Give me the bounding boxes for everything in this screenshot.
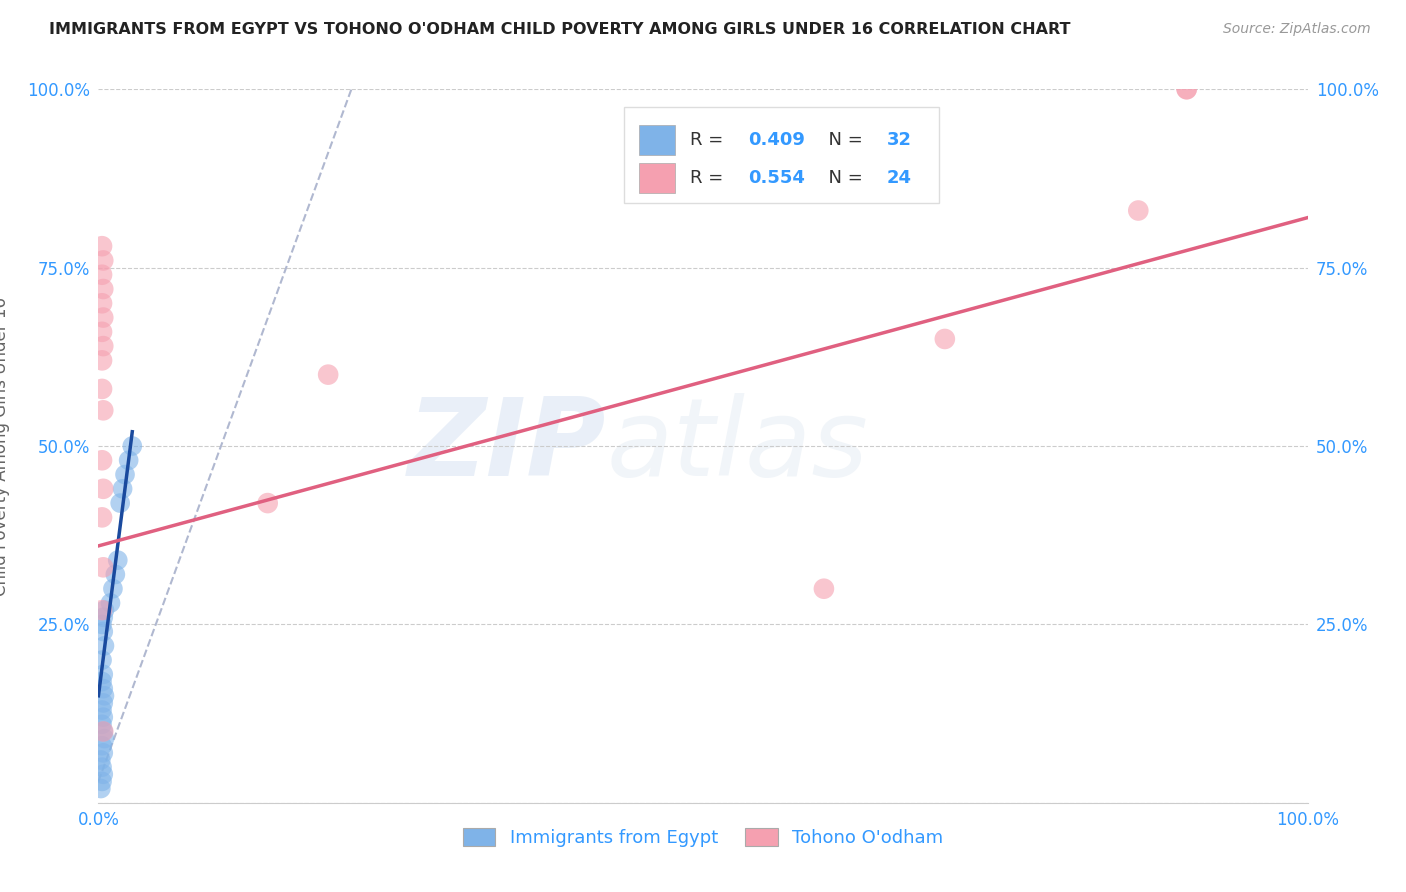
Point: [1175, 82, 1198, 96]
Point: [91, 382, 114, 396]
Point: [91, 482, 114, 496]
Point: [91, 325, 114, 339]
Point: [121, 439, 143, 453]
Point: [108, 496, 131, 510]
Point: [91, 760, 114, 774]
Text: ZIP: ZIP: [408, 393, 606, 499]
Point: [91, 268, 114, 282]
FancyBboxPatch shape: [638, 162, 675, 193]
Point: [91, 296, 114, 310]
Text: 32: 32: [887, 131, 912, 149]
Point: [91, 767, 114, 781]
Point: [91, 739, 114, 753]
Legend: Immigrants from Egypt, Tohono O'odham: Immigrants from Egypt, Tohono O'odham: [456, 821, 950, 855]
Point: [91, 310, 114, 325]
Point: [93, 603, 115, 617]
Point: [91, 653, 114, 667]
Point: [93, 689, 115, 703]
Point: [90, 781, 112, 796]
Point: [91, 746, 114, 760]
Point: [91, 282, 114, 296]
Text: R =: R =: [690, 169, 728, 186]
Point: [256, 496, 278, 510]
Point: [91, 560, 114, 574]
Text: atlas: atlas: [606, 393, 868, 499]
Point: [91, 724, 114, 739]
Point: [316, 368, 339, 382]
Point: [91, 610, 114, 624]
Point: [91, 667, 114, 681]
Text: N =: N =: [817, 169, 868, 186]
Point: [93, 639, 115, 653]
Text: 0.554: 0.554: [748, 169, 804, 186]
FancyBboxPatch shape: [638, 125, 675, 155]
Text: IMMIGRANTS FROM EGYPT VS TOHONO O'ODHAM CHILD POVERTY AMONG GIRLS UNDER 16 CORRE: IMMIGRANTS FROM EGYPT VS TOHONO O'ODHAM …: [49, 22, 1071, 37]
Point: [1128, 203, 1150, 218]
Point: [104, 567, 127, 582]
Point: [90, 753, 112, 767]
Point: [118, 453, 141, 467]
Point: [91, 710, 114, 724]
Text: N =: N =: [817, 131, 868, 149]
Point: [813, 582, 835, 596]
Point: [91, 510, 114, 524]
Point: [93, 731, 115, 746]
Point: [91, 681, 114, 696]
Text: R =: R =: [690, 131, 728, 149]
Point: [91, 253, 114, 268]
Point: [91, 674, 114, 689]
Point: [91, 239, 114, 253]
Point: [91, 603, 114, 617]
Point: [91, 453, 114, 467]
Point: [91, 403, 114, 417]
Text: 24: 24: [887, 169, 912, 186]
Point: [91, 339, 114, 353]
Point: [114, 467, 136, 482]
Point: [91, 617, 114, 632]
Point: [91, 724, 114, 739]
Point: [1175, 82, 1198, 96]
Point: [111, 482, 134, 496]
Point: [100, 596, 122, 610]
Point: [101, 582, 124, 596]
Point: [91, 353, 114, 368]
Point: [934, 332, 956, 346]
Point: [91, 624, 114, 639]
Text: 0.409: 0.409: [748, 131, 804, 149]
Point: [91, 696, 114, 710]
Point: [91, 774, 114, 789]
FancyBboxPatch shape: [624, 107, 939, 203]
Point: [91, 703, 114, 717]
Text: Source: ZipAtlas.com: Source: ZipAtlas.com: [1223, 22, 1371, 37]
Y-axis label: Child Poverty Among Girls Under 16: Child Poverty Among Girls Under 16: [0, 296, 10, 596]
Point: [91, 717, 114, 731]
Point: [107, 553, 129, 567]
